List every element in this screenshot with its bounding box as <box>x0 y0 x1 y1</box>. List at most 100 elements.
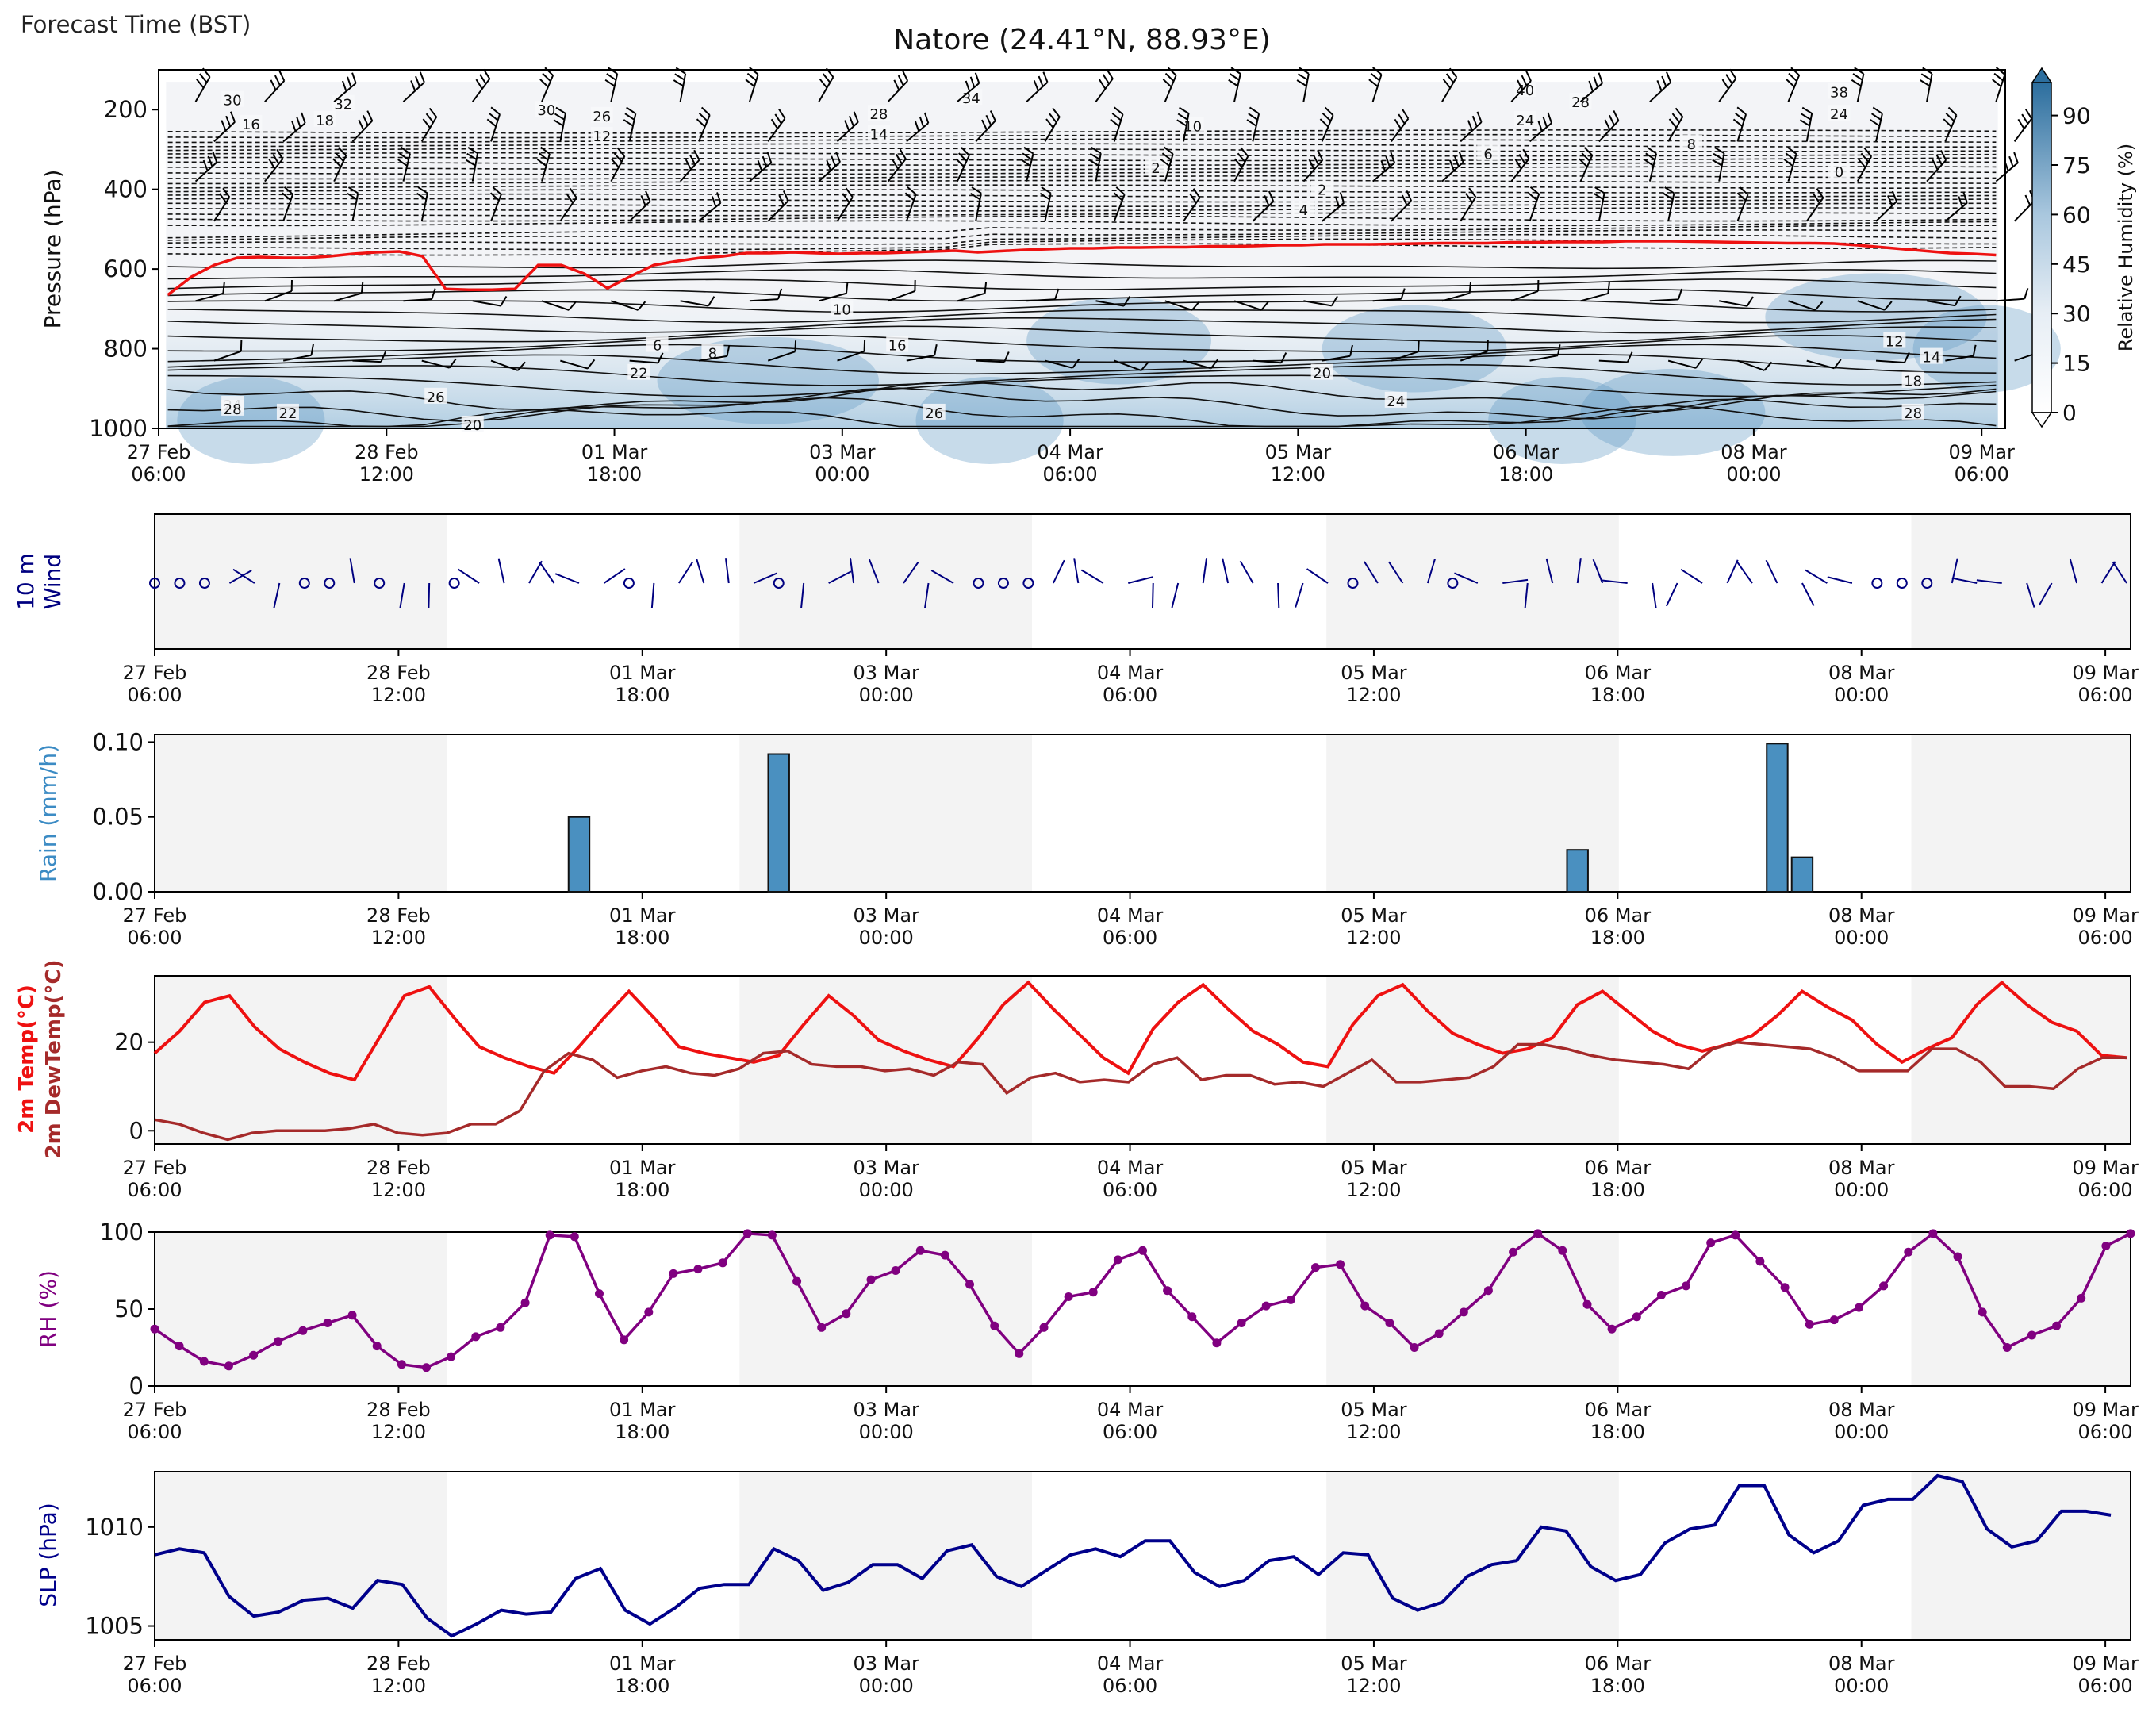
wind-barb-feather <box>934 344 938 356</box>
night-shade-band <box>739 976 1033 1144</box>
rh-point <box>1780 1283 1790 1292</box>
upper-wind-barb <box>1875 201 1897 222</box>
surface-wind-barb <box>1364 561 1379 584</box>
wind-barb-feather <box>342 80 347 92</box>
wind-barb-feather <box>542 72 551 83</box>
wind-barb-feather <box>1920 73 1932 81</box>
x-tick-date: 27 Feb <box>123 1653 187 1675</box>
wind-barb-feather <box>958 152 968 162</box>
rh-point <box>224 1361 233 1371</box>
contour-dashed <box>167 215 1997 222</box>
rh-point <box>1212 1338 1222 1348</box>
wind-barb-feather <box>716 192 722 204</box>
rh-ylabel: RH (%) <box>35 1270 61 1348</box>
contour-label-bg <box>535 101 558 117</box>
wind-barb-feather <box>301 112 306 124</box>
colorbar-top-extend <box>2031 67 2053 83</box>
rh-point <box>1731 1230 1740 1240</box>
contour-label: 32 <box>334 97 352 113</box>
contour-dashed <box>167 202 1997 208</box>
wind-barb-feather <box>1736 106 1747 115</box>
wind-barb-feather <box>1537 120 1543 132</box>
x-tick-time: 06:00 <box>2078 684 2133 706</box>
upper-wind-barb <box>976 359 1005 363</box>
wind-barb-feather <box>1871 113 1882 121</box>
upper-wind-barb <box>836 121 859 143</box>
rain-bar <box>1790 856 1814 893</box>
wind-barb-feather <box>749 67 759 75</box>
wind-barb-feather <box>1613 110 1620 121</box>
x-tick-date: 06 Mar <box>1585 1157 1652 1179</box>
x-tick-date: 06 Mar <box>1493 441 1559 463</box>
wind-barb-feather <box>899 148 907 159</box>
rh-point <box>1706 1238 1716 1248</box>
rh-point <box>1237 1319 1246 1327</box>
contour-label-bg <box>1145 159 1168 175</box>
surface-wind-barb <box>1052 559 1065 584</box>
wind-barb-feather <box>465 159 476 167</box>
surface-wind-barb <box>1805 569 1828 584</box>
wind-barb-feather <box>897 75 904 86</box>
contour-dashed <box>167 207 1997 212</box>
wind-barb-feather <box>757 159 763 171</box>
upper-wind-barb <box>1996 298 2025 302</box>
upper-wind-barb <box>1995 162 2019 182</box>
wind-barb-feather <box>1663 192 1674 201</box>
wind-barb-feather <box>1400 288 1406 300</box>
wind-barb-feather <box>1947 106 1958 117</box>
y-tick-label: 50 <box>114 1296 144 1323</box>
contour-solid <box>167 344 1997 363</box>
wind-barb-feather <box>358 119 365 131</box>
surface-wind-barb <box>1222 558 1230 584</box>
contour-label: 4 <box>1299 202 1308 219</box>
wind-barb-feather <box>1022 152 1033 161</box>
upper-wind-barb <box>1579 155 1594 182</box>
rh-point <box>1682 1281 1690 1291</box>
wind-barb-feather <box>822 73 831 83</box>
wind-barb-feather <box>819 79 828 89</box>
x-tick-time: 06:00 <box>131 463 186 486</box>
upper-wind-barb <box>836 196 854 222</box>
wind-barb-feather <box>310 344 314 355</box>
contour-label: 28 <box>1904 405 1922 422</box>
upper-wind-barb <box>541 300 570 311</box>
upper-wind-barb <box>1510 158 1530 182</box>
contour-label: 20 <box>463 417 481 434</box>
wind-barb-feather <box>2024 109 2033 120</box>
wind-barb-feather <box>1039 192 1050 201</box>
humid-region <box>1580 368 1766 456</box>
surface-wind-barb <box>1454 572 1479 584</box>
wind-barb-feather <box>225 115 232 127</box>
contour-label: 26 <box>925 405 943 422</box>
upper-wind-barb <box>1598 120 1620 143</box>
wind-barb-feather <box>1160 158 1170 167</box>
rh-point <box>1015 1349 1024 1358</box>
wind-barb-feather <box>1487 340 1489 351</box>
rh-point <box>1286 1295 1295 1304</box>
wind-barb-feather <box>970 192 980 201</box>
wind-barb-feather <box>611 158 620 168</box>
wind-barb-feather <box>240 340 243 351</box>
wind-barb-feather <box>1020 159 1031 167</box>
wind-barb-feather <box>1517 79 1524 90</box>
upper-wind-barb <box>956 155 970 182</box>
contour-label-bg <box>1828 163 1851 179</box>
upper-wind-barb <box>1321 202 1345 222</box>
wind-barb-feather <box>1192 188 1201 198</box>
rh-point <box>1879 1281 1889 1291</box>
rh-point <box>1558 1246 1567 1255</box>
upper-wind-barb <box>1510 80 1532 102</box>
x-tick-time: 18:00 <box>587 463 642 486</box>
rh-point <box>1385 1319 1394 1327</box>
y-tick-label: 0.00 <box>92 878 144 905</box>
upper-wind-barb <box>1788 300 1816 311</box>
wind-barb-feather <box>1647 146 1657 155</box>
freezing-level-line <box>167 240 1997 297</box>
contour-label-bg <box>1384 391 1407 408</box>
colorbar-tick-label: 60 <box>2062 202 2091 228</box>
wind-barb-feather <box>1038 75 1044 87</box>
upper-wind-barb <box>767 351 796 362</box>
upper-wind-barb <box>1579 83 1603 102</box>
dewtemp-ylabel: 2m DewTemp(°C) <box>42 960 66 1159</box>
surface-wind-barb <box>828 570 852 584</box>
